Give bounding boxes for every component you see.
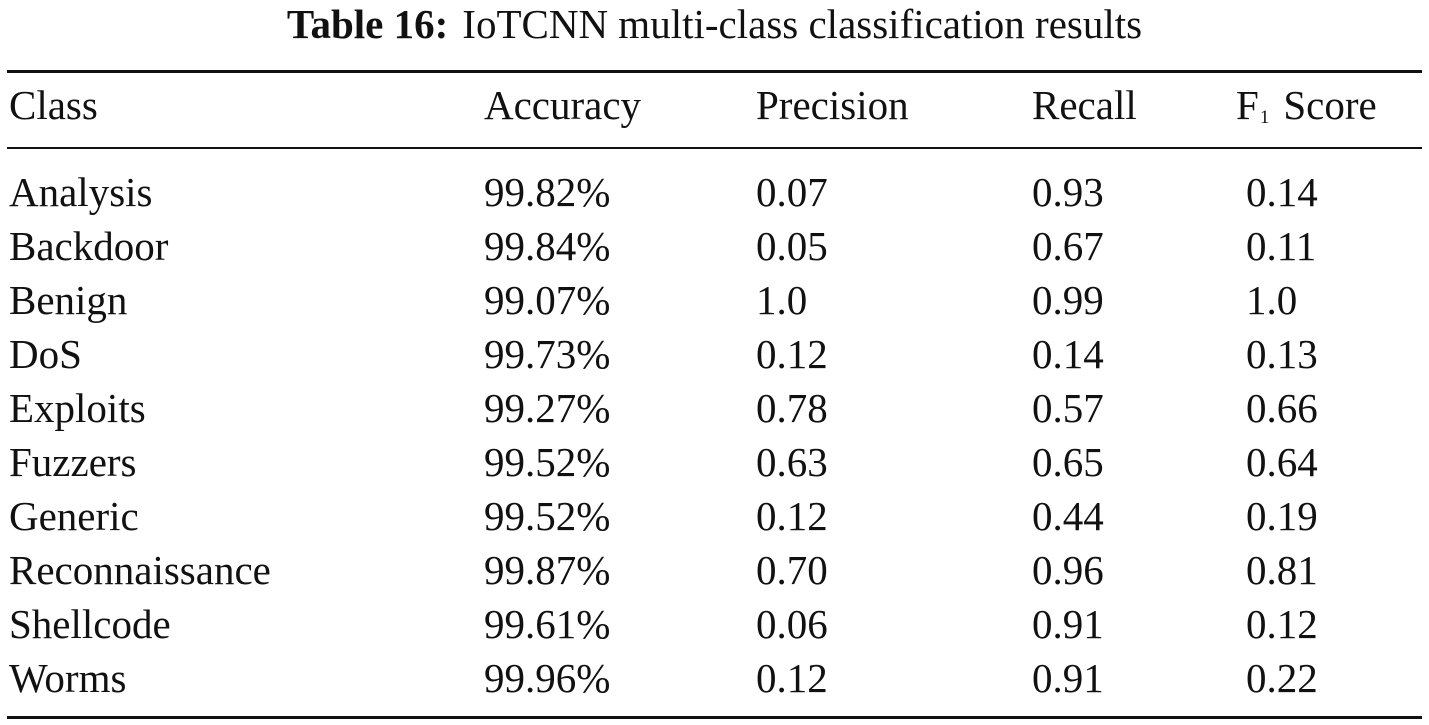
cell-f1-score: 0.19: [1246, 493, 1318, 539]
cell-precision: 0.12: [756, 331, 828, 377]
cell-f1-score: 0.12: [1246, 601, 1318, 647]
cell-accuracy: 99.07%: [484, 277, 611, 323]
cell-class: Analysis: [9, 169, 153, 215]
cell-class: Exploits: [9, 385, 146, 431]
cell-class: Worms: [9, 655, 127, 701]
cell-recall: 0.14: [1032, 331, 1104, 377]
cell-accuracy: 99.61%: [484, 601, 611, 647]
header-class: Class: [9, 82, 98, 128]
table-caption: Table 16: IoTCNN multi-class classificati…: [0, 0, 1429, 56]
top-rule: [7, 70, 1422, 73]
cell-class: Benign: [9, 277, 128, 323]
cell-recall: 0.93: [1032, 169, 1104, 215]
cell-accuracy: 99.52%: [484, 493, 611, 539]
table-row: Generic 99.52% 0.12 0.44 0.19: [0, 489, 1429, 543]
header-f1-main: F: [1236, 82, 1259, 128]
cell-f1-score: 0.14: [1246, 169, 1318, 215]
bottom-rule: [7, 716, 1422, 719]
table-row: Exploits 99.27% 0.78 0.57 0.66: [0, 381, 1429, 435]
cell-accuracy: 99.96%: [484, 655, 611, 701]
cell-class: Reconnaissance: [9, 547, 271, 593]
cell-recall: 0.65: [1032, 439, 1104, 485]
cell-class: Generic: [9, 493, 139, 539]
header-f1-rest: Score: [1283, 82, 1377, 128]
header-precision: Precision: [756, 82, 909, 128]
table-row: Worms 99.96% 0.12 0.91 0.22: [0, 651, 1429, 705]
cell-recall: 0.44: [1032, 493, 1104, 539]
cell-f1-score: 0.64: [1246, 439, 1318, 485]
cell-recall: 0.91: [1032, 655, 1104, 701]
cell-recall: 0.96: [1032, 547, 1104, 593]
table-caption-label: Table 16:: [286, 1, 449, 47]
table-row: Benign 99.07% 1.0 0.99 1.0: [0, 273, 1429, 327]
cell-precision: 0.78: [756, 385, 828, 431]
cell-class: Shellcode: [9, 601, 171, 647]
cell-precision: 0.05: [756, 223, 828, 269]
table-caption-text: IoTCNN multi-class classification result…: [462, 1, 1143, 47]
cell-f1-score: 0.66: [1246, 385, 1318, 431]
cell-accuracy: 99.82%: [484, 169, 611, 215]
cell-accuracy: 99.87%: [484, 547, 611, 593]
header-accuracy: Accuracy: [484, 82, 642, 128]
table-row: Backdoor 99.84% 0.05 0.67 0.11: [0, 219, 1429, 273]
cell-precision: 0.70: [756, 547, 828, 593]
cell-class: Backdoor: [9, 223, 169, 269]
cell-precision: 0.12: [756, 493, 828, 539]
cell-accuracy: 99.27%: [484, 385, 611, 431]
cell-f1-score: 0.11: [1246, 223, 1317, 269]
cell-accuracy: 99.73%: [484, 331, 611, 377]
cell-precision: 0.12: [756, 655, 828, 701]
cell-class: Fuzzers: [9, 439, 137, 485]
cell-recall: 0.67: [1032, 223, 1104, 269]
cell-class: DoS: [9, 331, 82, 377]
header-rule: [7, 147, 1422, 149]
cell-precision: 1.0: [756, 277, 808, 323]
cell-recall: 0.99: [1032, 277, 1104, 323]
header-f1-subscript: 1: [1259, 107, 1270, 128]
cell-f1-score: 0.81: [1246, 547, 1318, 593]
table-row: Reconnaissance 99.87% 0.70 0.96 0.81: [0, 543, 1429, 597]
header-f1-score: F1 Score: [1236, 78, 1377, 145]
table-row: Shellcode 99.61% 0.06 0.91 0.12: [0, 597, 1429, 651]
cell-accuracy: 99.84%: [484, 223, 611, 269]
cell-f1-score: 0.13: [1246, 331, 1318, 377]
cell-precision: 0.06: [756, 601, 828, 647]
cell-precision: 0.63: [756, 439, 828, 485]
table-header-row: Class Accuracy Precision Recall F1 Score: [0, 78, 1429, 132]
cell-recall: 0.91: [1032, 601, 1104, 647]
cell-f1-score: 1.0: [1246, 277, 1298, 323]
cell-recall: 0.57: [1032, 385, 1104, 431]
table-row: Analysis 99.82% 0.07 0.93 0.14: [0, 165, 1429, 219]
cell-accuracy: 99.52%: [484, 439, 611, 485]
cell-f1-score: 0.22: [1246, 655, 1318, 701]
header-recall: Recall: [1032, 82, 1137, 128]
table-row: DoS 99.73% 0.12 0.14 0.13: [0, 327, 1429, 381]
table-row: Fuzzers 99.52% 0.63 0.65 0.64: [0, 435, 1429, 489]
cell-precision: 0.07: [756, 169, 828, 215]
